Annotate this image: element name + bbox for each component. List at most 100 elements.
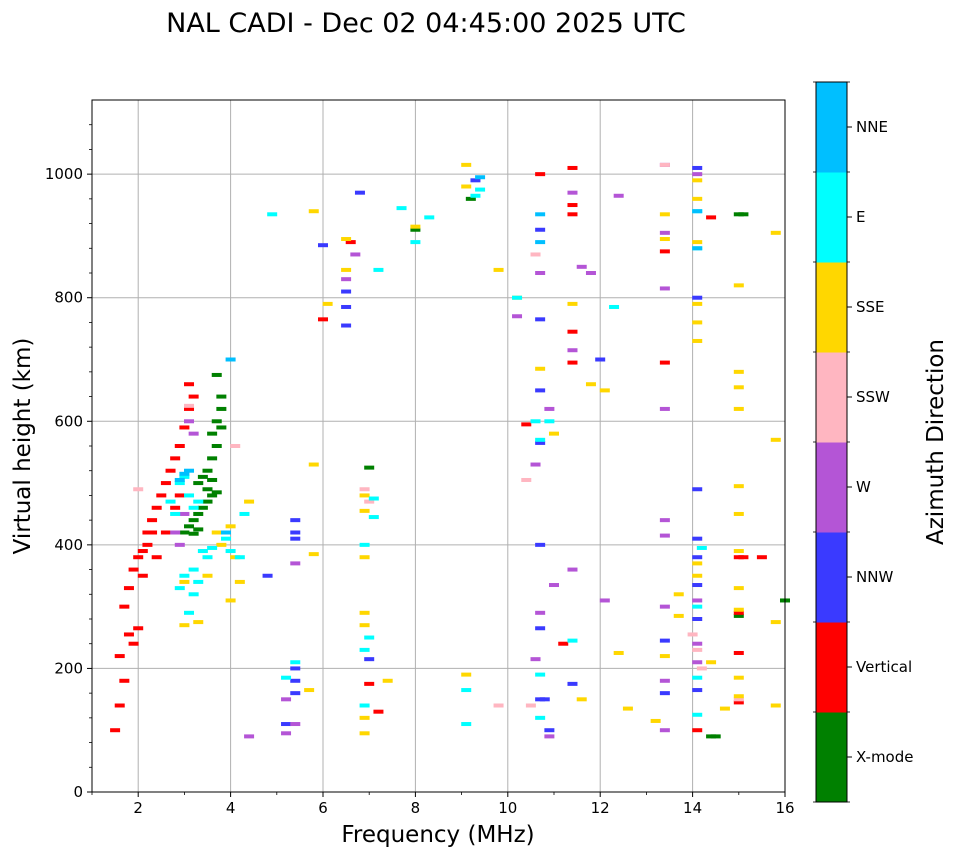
point-sse xyxy=(692,338,703,343)
point-sse xyxy=(211,530,222,535)
point-vertical xyxy=(733,700,744,705)
point-x-mode xyxy=(202,468,213,473)
point-w xyxy=(613,193,624,198)
point-x-mode xyxy=(738,212,749,217)
point-sse xyxy=(770,620,781,625)
point-ssw xyxy=(359,487,370,492)
point-vertical xyxy=(659,360,670,365)
point-e xyxy=(184,493,195,498)
plot-area: 2 4 6 8 10 12 14 16 0 200 400 600 800 1000 xyxy=(45,99,795,817)
y-axis-ticks: 0 200 400 600 800 1000 xyxy=(45,124,92,801)
point-ssw xyxy=(525,703,536,708)
point-e xyxy=(567,638,578,643)
point-ssw xyxy=(184,403,195,408)
point-e xyxy=(475,187,486,192)
point-x-mode xyxy=(207,431,218,436)
point-sse xyxy=(359,623,370,628)
point-w xyxy=(692,172,703,177)
point-e xyxy=(544,419,555,424)
point-x-mode xyxy=(710,734,721,739)
colorbar-frame xyxy=(815,81,848,803)
point-vertical xyxy=(373,709,384,714)
point-w xyxy=(290,722,301,727)
point-x-mode xyxy=(188,531,199,536)
point-vertical xyxy=(119,604,130,609)
point-sse xyxy=(650,718,661,723)
point-nnw xyxy=(692,617,703,621)
point-vertical xyxy=(160,481,171,486)
point-sse xyxy=(461,672,472,677)
point-sse xyxy=(692,178,703,183)
point-ssw xyxy=(692,647,703,652)
point-sse xyxy=(733,586,744,591)
point-nnw xyxy=(341,304,352,309)
point-x-mode xyxy=(733,613,744,618)
point-nnw xyxy=(354,190,365,195)
point-w xyxy=(244,734,255,739)
point-vertical xyxy=(535,172,546,177)
x-tick-label: 10 xyxy=(498,799,517,817)
point-sse xyxy=(234,579,245,584)
point-sse xyxy=(659,654,670,659)
point-x-mode xyxy=(202,487,213,492)
point-nnw xyxy=(262,573,273,578)
point-sse xyxy=(673,613,684,618)
y-tick-label: 400 xyxy=(54,536,83,554)
point-w xyxy=(659,533,670,538)
point-w xyxy=(535,610,546,615)
point-x-mode xyxy=(207,456,218,461)
azimuth-colorbar: X-mode Vertical NNW W SSW SSE E NNE xyxy=(813,81,913,803)
point-nnw xyxy=(281,722,292,727)
point-vertical xyxy=(692,728,703,733)
point-vertical xyxy=(345,240,356,245)
point-vertical xyxy=(567,203,578,208)
point-vertical xyxy=(733,610,744,615)
y-tick-label: 800 xyxy=(54,289,83,307)
point-nnw xyxy=(290,530,301,535)
point-vertical xyxy=(128,641,139,646)
point-vertical xyxy=(558,641,569,646)
point-e xyxy=(193,579,204,584)
point-e xyxy=(267,212,278,217)
point-sse xyxy=(733,607,744,612)
point-nnw xyxy=(290,518,301,523)
point-vertical xyxy=(123,632,134,637)
point-vertical xyxy=(133,626,144,631)
colorbar-label-nnw: NNW xyxy=(856,568,893,586)
point-e xyxy=(535,672,546,677)
point-vertical xyxy=(706,215,717,220)
point-ssw xyxy=(696,666,707,671)
point-x-mode xyxy=(184,524,195,529)
point-nnw xyxy=(659,638,670,643)
point-e xyxy=(368,496,379,501)
data-points xyxy=(110,162,790,739)
point-e xyxy=(225,549,236,554)
point-w xyxy=(567,567,578,572)
point-vertical xyxy=(123,586,134,591)
point-sse xyxy=(733,406,744,411)
point-nnw xyxy=(290,536,301,541)
point-sse xyxy=(179,579,190,584)
point-vertical xyxy=(133,555,144,560)
point-sse xyxy=(733,675,744,680)
point-w xyxy=(659,518,670,523)
point-sse xyxy=(692,561,703,566)
point-vertical xyxy=(128,567,139,572)
point-x-mode xyxy=(193,511,204,516)
point-ssw xyxy=(687,632,698,637)
point-e xyxy=(165,499,176,504)
point-sse xyxy=(359,715,370,720)
point-vertical xyxy=(165,468,176,473)
point-vertical xyxy=(114,654,125,659)
point-e xyxy=(281,675,292,680)
point-w xyxy=(341,277,352,282)
point-nnw xyxy=(290,678,301,683)
point-sse xyxy=(733,369,744,374)
point-e xyxy=(188,567,199,572)
point-nne xyxy=(475,175,486,180)
point-e xyxy=(461,688,472,693)
point-e xyxy=(535,715,546,720)
point-e xyxy=(424,215,435,220)
point-sse xyxy=(410,224,421,229)
